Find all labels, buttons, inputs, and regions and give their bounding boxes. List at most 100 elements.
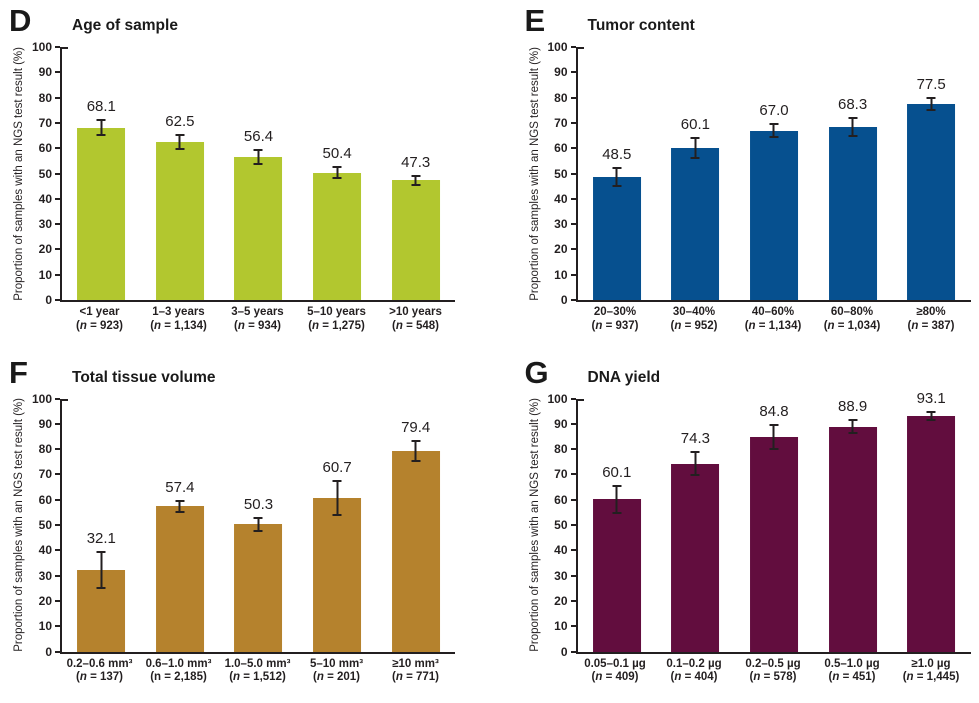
y-tick-mark (570, 71, 576, 74)
y-tick-mark (570, 549, 576, 552)
y-tick-label: 100 (31, 40, 52, 54)
y-tick-label: 70 (38, 467, 52, 482)
y-tick-mark (55, 599, 60, 602)
x-category-n: (n = 1,034) (823, 319, 881, 332)
bar-value-label: 60.7 (322, 458, 352, 476)
y-tick-mark (570, 197, 576, 200)
bar (77, 127, 126, 300)
panel-letter: E (524, 3, 546, 38)
y-tick-label: 60 (554, 141, 568, 156)
error-bar (926, 97, 936, 111)
x-category-n: (n = 952) (670, 319, 718, 332)
bar (592, 499, 641, 652)
error-bar-stem (851, 418, 854, 435)
y-tick-label: 80 (554, 90, 568, 105)
error-bar (926, 410, 936, 422)
y-tick-mark (570, 524, 576, 526)
bar (313, 497, 362, 652)
error-bar-cap (175, 148, 185, 151)
y-tick-label: 30 (38, 568, 52, 583)
y-tick-label: 80 (554, 442, 568, 457)
x-category-label: 0.2–0.6 mm³ (n = 137) (60, 658, 139, 685)
x-category-range: ≥1.0 µg (911, 657, 951, 670)
error-bar (769, 423, 779, 451)
y-tick-label: 10 (554, 267, 568, 282)
y-tick: 80 (554, 442, 576, 457)
y-tick-mark (570, 46, 576, 48)
bar (828, 426, 877, 652)
bar-group: 68.3 (813, 47, 892, 300)
y-tick-mark (570, 574, 576, 577)
plot-area: 32.1 57.4 50.3 60.7 79.4 (60, 398, 455, 654)
error-bar-stem (615, 167, 618, 188)
x-category-range: 3–5 years (231, 306, 284, 318)
panel-letter: G (524, 354, 550, 390)
bar-value-label: 67.0 (759, 102, 789, 120)
x-category-range: 0.05–0.1 µg (584, 657, 646, 670)
error-bar-cap (96, 134, 106, 137)
y-tick-mark (570, 121, 576, 124)
bar (828, 127, 877, 300)
y-tick-mark (570, 498, 576, 501)
error-bar-stem (336, 166, 339, 179)
bar-group: 32.1 (62, 399, 141, 652)
y-tick-label: 80 (38, 442, 52, 457)
panel-inner: E Tumor content Proportion of samples wi… (516, 0, 979, 352)
bar-group: 79.4 (376, 399, 455, 652)
x-category-label: >10 years (n = 548) (376, 306, 455, 333)
x-category-range: 60–80% (830, 306, 874, 318)
bar-value-label: 56.4 (243, 128, 274, 146)
bar-group: 60.1 (656, 47, 735, 300)
y-tick-mark (55, 524, 60, 526)
y-tick: 10 (554, 267, 576, 282)
panel-inner: G DNA yield Proportion of samples with a… (516, 352, 979, 703)
x-category-n: (n = 771) (392, 671, 439, 683)
y-tick: 80 (39, 91, 60, 105)
error-bar (411, 174, 421, 186)
y-axis-ticks: 0 10 20 30 40 50 60 70 80 90 100 (0, 392, 60, 659)
plot-area: 48.5 60.1 67.0 68.3 77.5 (575, 47, 971, 302)
bar (234, 157, 283, 300)
bar-value-label: 68.3 (837, 96, 868, 114)
y-tick: 30 (39, 217, 60, 231)
error-bar-stem (100, 119, 103, 137)
error-bar (96, 551, 106, 590)
y-tick-label: 100 (547, 40, 568, 54)
panel-letter: F (9, 354, 29, 390)
bar-value-label: 88.9 (837, 397, 868, 415)
y-tick: 30 (554, 217, 576, 231)
y-tick-mark (570, 147, 576, 150)
error-bar-cap (769, 135, 779, 138)
bar-value-label: 93.1 (916, 389, 946, 407)
x-axis-labels: 0.2–0.6 mm³ (n = 137) 0.6–1.0 mm³ (n = 2,18… (60, 658, 455, 685)
x-category-label: 0.6–1.0 mm³ (n = 2,185) (139, 658, 218, 685)
y-tick-mark (570, 473, 576, 476)
error-bar-cap (848, 432, 858, 435)
y-tick-mark (55, 625, 60, 628)
x-category-n: (n = 1,512) (229, 671, 286, 683)
error-bar-cap (253, 163, 263, 166)
y-tick-label: 20 (38, 593, 52, 608)
y-tick: 70 (554, 467, 576, 481)
x-category-range: 5–10 mm³ (309, 657, 364, 670)
x-category-n: (n = 934) (234, 319, 281, 332)
y-tick-label: 10 (554, 619, 568, 634)
panel-letter: D (9, 3, 32, 38)
y-axis-ticks: 0 10 20 30 40 50 60 70 80 90 100 (0, 40, 60, 307)
x-category-range: 1–3 years (152, 306, 205, 318)
y-tick: 80 (554, 90, 576, 105)
y-tick-mark (570, 96, 576, 99)
error-bar-stem (930, 97, 933, 111)
error-bar-stem (930, 410, 933, 422)
bar-group: 50.4 (298, 47, 377, 300)
x-category-range: ≥10 mm³ (392, 657, 439, 670)
y-tick: 100 (32, 392, 60, 406)
y-tick: 50 (554, 167, 576, 181)
x-category-n: (n = 1,275) (308, 319, 365, 332)
y-tick-mark (55, 197, 60, 200)
y-tick-label: 100 (547, 391, 568, 406)
x-category-range: 0.5–1.0 µg (824, 657, 880, 670)
x-category-range: 0.2–0.5 µg (745, 657, 801, 670)
error-bar-cap (253, 529, 263, 532)
x-category-range: 20–30% (593, 306, 637, 318)
